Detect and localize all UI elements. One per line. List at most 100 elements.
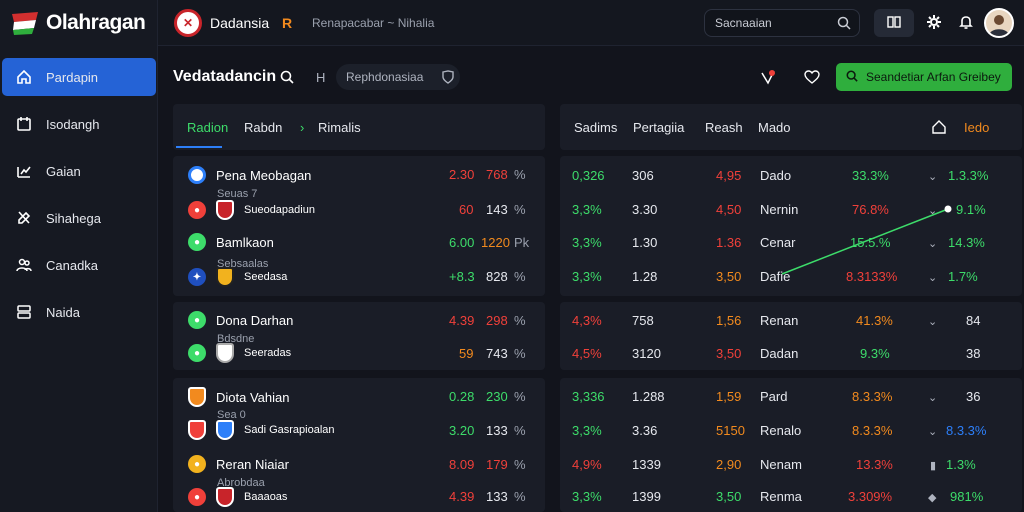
sidebar-item-canadka[interactable]: Canadka xyxy=(2,246,156,284)
shield-icon[interactable] xyxy=(442,70,454,87)
odds-home[interactable]: 2.30 xyxy=(449,167,475,182)
team-row[interactable]: ● Reran Niaiar xyxy=(188,455,289,473)
chevron-down-icon[interactable]: ⌄ xyxy=(928,272,938,284)
odds-home[interactable]: 0.28 xyxy=(449,389,475,404)
stat-c5: 8.3.3% xyxy=(852,389,893,404)
search-icon xyxy=(846,70,858,85)
chevron-down-icon[interactable]: ⌄ xyxy=(928,316,938,328)
col-mado[interactable]: Mado xyxy=(758,120,791,135)
chevron-down-icon[interactable]: ⌄ xyxy=(928,426,938,438)
col-sadims[interactable]: Sadims xyxy=(574,120,618,135)
gear-button[interactable] xyxy=(922,9,946,37)
chevron-down-icon[interactable]: ⌄ xyxy=(928,171,938,183)
home-icon[interactable] xyxy=(932,120,946,137)
team-row[interactable]: ● Seeradas xyxy=(188,343,291,363)
brand-name: Olahragan xyxy=(46,11,146,34)
stat-c5: 8.3133% xyxy=(846,269,898,284)
sidebar-item-sihahega[interactable]: Sihahega xyxy=(2,199,156,237)
odds-home[interactable]: 3.20 xyxy=(449,423,475,438)
filter-pill-label: Rephdonasiaa xyxy=(346,70,424,84)
team-row[interactable]: Diota Vahian xyxy=(188,387,289,407)
breadcrumb[interactable]: Renapacabar ~ Nihalia xyxy=(312,16,435,30)
odds-away[interactable]: 179 xyxy=(486,457,508,472)
team-row[interactable]: ● Baaaoas xyxy=(188,487,287,507)
odds-away[interactable]: 298 xyxy=(486,313,508,328)
search-icon[interactable] xyxy=(280,70,294,87)
sidebar-item-pardapin[interactable]: Pardapin xyxy=(2,58,156,96)
match-group-left: Pena Meobagan Seuas 7 ● Sueodapadiun ● B… xyxy=(173,156,545,296)
trend-line-icon xyxy=(781,205,952,275)
team-row[interactable]: Sadi Gasrapioalan xyxy=(188,420,335,440)
pct-label: % xyxy=(514,269,526,284)
sidebar: Olahragan Pardapin Isodangh Gaian Sihahe… xyxy=(0,0,158,512)
heart-icon[interactable] xyxy=(804,70,820,87)
tab-iedo[interactable]: Iedo xyxy=(964,120,990,135)
chevron-down-icon[interactable]: ⌄ xyxy=(928,392,938,404)
odds-away[interactable]: 133 xyxy=(486,423,508,438)
sidebar-item-gaian[interactable]: Gaian xyxy=(2,152,156,190)
primary-action-button[interactable]: Seandetiar Arfan Greibey xyxy=(836,63,1012,91)
match-group-left: Diota Vahian Sea 0 Sadi Gasrapioalan ● R… xyxy=(173,378,545,512)
odds-away[interactable]: 743 xyxy=(486,346,508,361)
odds-home[interactable]: 60 xyxy=(459,202,474,217)
team-row[interactable]: Pena Meobagan xyxy=(188,166,311,184)
team-sub: Seuas 7 xyxy=(217,188,257,200)
col-reash[interactable]: Reash xyxy=(705,120,743,135)
match-group-left: ● Dona Darhan Bdsdne ● Seeradas 4.39 298… xyxy=(173,302,545,370)
stat-c4: Renma xyxy=(760,489,802,504)
h-label[interactable]: H xyxy=(316,70,326,85)
team-row[interactable]: ● Bamlkaon xyxy=(188,233,274,251)
filter-pill[interactable]: Rephdonasiaa xyxy=(336,64,460,90)
team-sub: Abrobdaa xyxy=(217,477,265,489)
chevron-down-icon[interactable]: ⌄ xyxy=(928,238,938,250)
home-icon xyxy=(16,69,32,85)
col-pertagiia[interactable]: Pertagiia xyxy=(633,120,685,135)
odds-home[interactable]: 59 xyxy=(459,346,474,361)
layout-toggle-button[interactable] xyxy=(874,9,914,37)
odds-away[interactable]: 1220 xyxy=(481,235,510,250)
team-row[interactable]: ● Dona Darhan xyxy=(188,311,293,329)
pct-label: % xyxy=(514,457,526,472)
search-icon[interactable] xyxy=(837,16,851,30)
team-badge-icon: ● xyxy=(188,201,206,219)
tools-icon xyxy=(16,210,32,226)
tab-rabdn[interactable]: Rabdn xyxy=(244,120,283,135)
pct-label: % xyxy=(514,313,526,328)
tab-radion[interactable]: Radion xyxy=(187,120,229,135)
bell-icon xyxy=(958,14,974,33)
sidebar-item-isodangh[interactable]: Isodangh xyxy=(2,105,156,143)
odds-home[interactable]: +8.3 xyxy=(449,269,475,284)
sidebar-nav: Pardapin Isodangh Gaian Sihahega Canadka xyxy=(0,58,158,340)
team-name: Sueodapadiun xyxy=(244,204,315,216)
sidebar-item-naida[interactable]: Naida xyxy=(2,293,156,331)
stat-c4: Nenam xyxy=(760,457,802,472)
stat-c1: 4,9% xyxy=(572,457,602,472)
odds-away[interactable]: 768 xyxy=(486,167,508,182)
chevron-down-icon[interactable]: ⌄ xyxy=(928,205,938,217)
sidebar-item-label: Canadka xyxy=(46,257,99,273)
odds-home[interactable]: 6.00 xyxy=(449,235,475,250)
odds-away[interactable]: 133 xyxy=(486,489,508,504)
sidebar-item-label: Gaian xyxy=(46,163,81,179)
team-row[interactable]: ● Sueodapadiun xyxy=(188,200,315,220)
odds-away[interactable]: 230 xyxy=(486,389,508,404)
avatar[interactable] xyxy=(984,8,1014,38)
team-row[interactable]: ✦ Seedasa xyxy=(188,267,287,287)
team-badge-icon: ● xyxy=(188,455,206,473)
odds-home[interactable]: 8.09 xyxy=(449,457,475,472)
odds-home[interactable]: 4.39 xyxy=(449,313,475,328)
stat-c4: Dadan xyxy=(760,346,799,361)
stat-c4: Nernin xyxy=(760,202,799,217)
tab-rimalis[interactable]: Rimalis xyxy=(318,120,361,135)
odds-home[interactable]: 4.39 xyxy=(449,489,475,504)
odds-away[interactable]: 828 xyxy=(486,269,508,284)
brand[interactable]: Olahragan xyxy=(10,8,146,38)
stat-c1: 3,336 xyxy=(572,389,605,404)
stat-c3: 5150 xyxy=(716,423,745,438)
search-input[interactable] xyxy=(715,16,835,30)
notifications-button[interactable] xyxy=(954,9,978,37)
active-tab-indicator xyxy=(176,146,222,148)
odds-away[interactable]: 143 xyxy=(486,202,508,217)
alert-icon[interactable] xyxy=(760,69,776,88)
club-logo-icon[interactable]: ✕ xyxy=(174,9,202,37)
